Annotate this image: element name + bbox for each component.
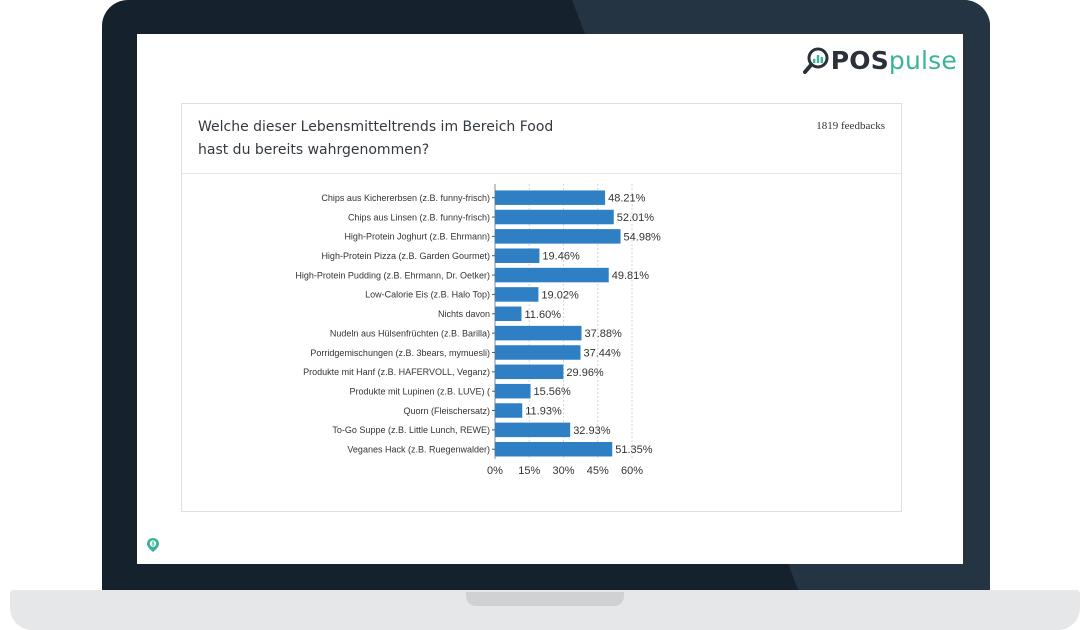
location-pin-icon: $ — [147, 538, 159, 552]
value-label: 54.98% — [624, 231, 662, 243]
category-label: Chips aus Linsen (z.B. funny-frisch) — [348, 212, 490, 222]
logo-pulse-text: pulse — [888, 45, 957, 75]
category-label: Quorn (Fleischersatz) — [403, 406, 490, 416]
question-title-line-1: Welche dieser Lebensmitteltrends im Bere… — [198, 119, 554, 135]
x-tick-label: 15% — [518, 465, 540, 477]
value-label: 52.01% — [617, 212, 655, 224]
magnifier-chart-icon — [802, 47, 829, 74]
bar — [495, 287, 539, 302]
category-label: Veganes Hack (z.B. Ruegenwalder) — [347, 445, 490, 455]
bar-chart: Chips aus Kichererbsen (z.B. funny-frisc… — [295, 184, 662, 477]
bar — [495, 190, 606, 205]
category-label: Produkte mit Hanf (z.B. HAFERVOLL, Vegan… — [303, 367, 490, 377]
category-label: Low-Calorie Eis (z.B. Halo Top) — [365, 290, 490, 300]
category-label: High-Protein Pudding (z.B. Ehrmann, Dr. … — [295, 270, 490, 280]
bar — [495, 209, 614, 225]
x-tick-label: 45% — [587, 465, 609, 477]
question-title-line-2: hast du bereits wahrgenommen? — [198, 142, 430, 158]
bar — [495, 325, 582, 341]
bar — [495, 267, 609, 283]
x-tick-label: 60% — [621, 465, 643, 477]
bar — [495, 229, 621, 244]
x-tick-label: 0% — [487, 465, 503, 477]
value-label: 32.93% — [573, 425, 611, 437]
logo-pos-text: POS — [830, 45, 889, 75]
laptop-notch — [466, 592, 624, 606]
bar — [495, 306, 522, 322]
pospulse-logo: POSpulse — [802, 44, 957, 76]
bar — [495, 364, 564, 380]
value-label: 49.81% — [612, 270, 650, 282]
question-card: Welche dieser Lebensmitteltrends im Bere… — [181, 103, 902, 512]
svg-text:$: $ — [152, 542, 155, 548]
category-label: Nichts davon — [438, 309, 490, 319]
screen: POSpulse Welche dieser Lebensmitteltrend… — [137, 34, 963, 564]
card-header: Welche dieser Lebensmitteltrends im Bere… — [182, 104, 901, 174]
bar — [495, 403, 523, 418]
x-tick-label: 30% — [552, 465, 574, 477]
value-label: 11.60% — [524, 309, 561, 321]
question-title: Welche dieser Lebensmitteltrends im Bere… — [198, 116, 618, 162]
value-label: 29.96% — [566, 367, 604, 379]
value-label: 48.21% — [608, 193, 646, 205]
bar — [495, 383, 531, 399]
bar — [495, 422, 571, 438]
feedback-count: 1819 feedbacks — [816, 120, 885, 132]
value-label: 37.44% — [583, 347, 621, 359]
value-label: 11.93% — [525, 406, 562, 418]
category-label: Produkte mit Lupinen (z.B. LUVE) ( — [349, 386, 490, 396]
value-label: 19.02% — [541, 289, 579, 301]
category-label: To-Go Suppe (z.B. Little Lunch, REWE) — [332, 425, 490, 435]
bar — [495, 248, 540, 263]
category-label: Porridgemischungen (z.B. 3bears, mymuesl… — [310, 348, 490, 358]
category-label: Nudeln aus Hülsenfrüchten (z.B. Barilla) — [330, 328, 490, 338]
value-label: 51.35% — [615, 444, 653, 456]
category-label: High-Protein Joghurt (z.B. Ehrmann) — [344, 232, 490, 242]
value-label: 19.46% — [542, 251, 580, 263]
bar — [495, 345, 581, 360]
bar — [495, 441, 613, 457]
category-label: High-Protein Pizza (z.B. Garden Gourmet) — [321, 251, 490, 261]
value-label: 37.88% — [584, 328, 622, 340]
category-label: Chips aus Kichererbsen (z.B. funny-frisc… — [321, 193, 490, 203]
value-label: 15.56% — [534, 386, 572, 398]
